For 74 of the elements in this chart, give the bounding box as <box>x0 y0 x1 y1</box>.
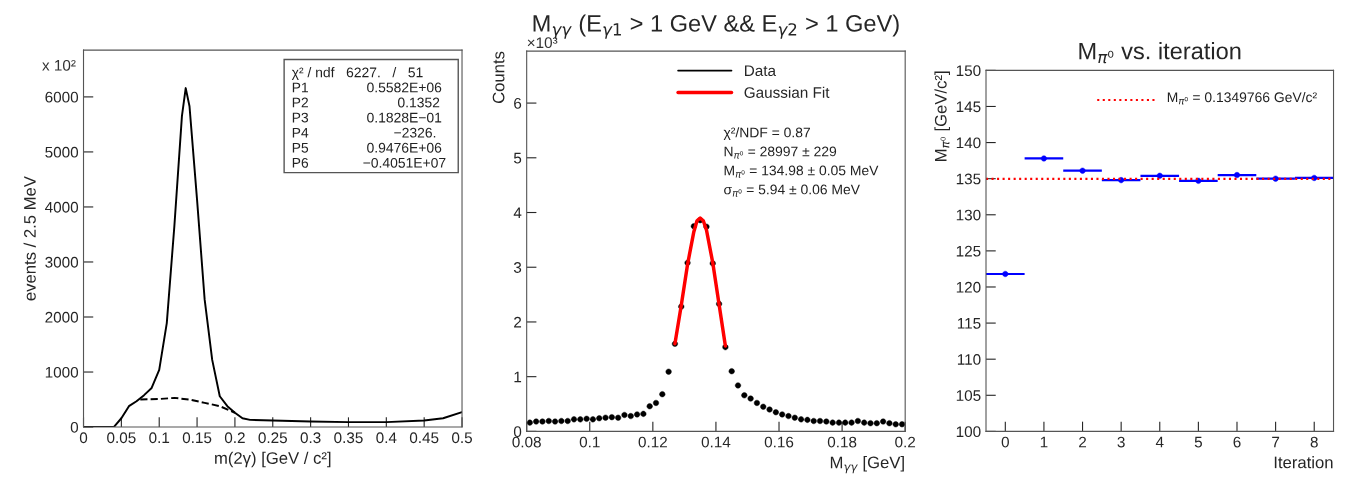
y-axis-title: Counts <box>492 51 505 104</box>
x-tick-label: 0.18 <box>827 436 857 448</box>
x-tick-label: 0.45 <box>409 432 439 444</box>
y-tick-label: 145 <box>956 101 981 113</box>
annotation: P2 0.1352 <box>292 97 440 108</box>
x-tick-label: 0.15 <box>182 432 212 444</box>
y-tick-label: 5 <box>513 152 522 164</box>
annotation: M$_{π⁰}$ = 134.98 ± 0.05 MeV <box>724 165 879 178</box>
annotation: χ²/NDF = 0.87 <box>723 127 810 141</box>
y-axis-title: events / 2.5 MeV <box>23 176 36 301</box>
y-tick-label: 100 <box>956 426 981 438</box>
y-tick-label: 6 <box>514 97 522 109</box>
y-tick-label: 5000 <box>45 146 79 158</box>
y-tick-label: 150 <box>956 65 981 77</box>
x-tick-label: 0.25 <box>258 432 287 444</box>
x-tick-label: 0.3 <box>300 432 321 444</box>
y-tick-label: 3 <box>513 262 522 273</box>
y-tick-label: 105 <box>956 390 981 401</box>
x-tick-label: 0.35 <box>334 432 363 444</box>
annotation: N$_{π⁰}$ = 28997 ± 229 <box>724 146 837 159</box>
x-tick-label: 4 <box>1155 436 1164 448</box>
x-axis-title: Iteration <box>1274 456 1333 469</box>
x-tick-label: 0.2 <box>224 432 245 444</box>
x-tick-label: 3 <box>1117 436 1125 448</box>
annotation: P6 −0.4051E+07 <box>292 157 446 168</box>
x-tick-label: 1 <box>1040 436 1048 448</box>
x-tick-label: 0.12 <box>638 436 667 448</box>
y-tick-label: 4 <box>513 207 522 219</box>
annotation: M$_{π⁰}$ = 0.1349766 GeV/c² <box>1167 91 1317 105</box>
y-tick-label: 125 <box>956 245 981 257</box>
y-tick-label: 3000 <box>45 256 79 268</box>
x-tick-label: 0.4 <box>376 432 397 444</box>
y-tick-label: 0 <box>70 421 79 433</box>
x-tick-label: 5 <box>1194 436 1202 448</box>
y-tick-label: 2 <box>514 316 522 328</box>
annotation: P1 0.5582E+06 <box>292 82 442 93</box>
annotation: χ² / ndf 6227. / 51 <box>291 67 423 81</box>
x-tick-label: 6 <box>1233 436 1241 448</box>
y-tick-label: 4000 <box>45 201 79 213</box>
y-tick-label: 135 <box>956 173 981 185</box>
x-tick-label: 0.16 <box>764 436 794 448</box>
annotation: P3 0.1828E−01 <box>292 112 442 123</box>
x-tick-label: 0 <box>1001 436 1009 448</box>
x-axis-title: M$_{γγ}$ [GeV] <box>830 456 904 474</box>
y-tick-label: 120 <box>956 281 981 293</box>
x-tick-label: 8 <box>1310 436 1318 448</box>
legend-label: Gaussian Fit <box>744 86 830 98</box>
x-tick-label: 2 <box>1079 436 1087 448</box>
x-tick-label: 0.5 <box>452 432 472 444</box>
chart-title: M$_{π⁰}$ vs. iteration <box>1079 42 1241 64</box>
x-axis-title: m(2γ) [GeV / c²] <box>215 451 331 468</box>
y-tick-label: 115 <box>957 318 981 329</box>
x-tick-label: 7 <box>1272 436 1280 448</box>
x-tick-label: 0.14 <box>701 436 731 448</box>
x-tick-label: 0 <box>79 432 88 444</box>
x-tick-label: 0.05 <box>107 432 136 444</box>
text: ×10³ <box>527 37 558 49</box>
y-tick-label: 140 <box>956 137 981 149</box>
x-tick-label: 0.08 <box>512 436 541 448</box>
x-tick-label: 0.1 <box>149 432 170 444</box>
y-tick-label: 2000 <box>45 311 79 323</box>
x-tick-label: 0.1 <box>579 436 600 448</box>
annotation: P5 0.9476E+06 <box>292 142 442 153</box>
legend-label: Data <box>745 65 777 77</box>
annotation: σ$_{π⁰}$ = 5.94 ± 0.06 MeV <box>724 184 860 197</box>
y-tick-label: 1 <box>514 371 522 383</box>
y-tick-label: 6000 <box>45 91 79 103</box>
text: x 10² <box>42 59 76 71</box>
y-tick-label: 110 <box>957 354 981 365</box>
y-tick-label: 1000 <box>45 366 79 378</box>
y-axis-title: M$_{π⁰}$ [GeV/c²] <box>934 71 950 161</box>
annotation: P4 −2326. <box>292 127 436 138</box>
x-tick-label: 0.2 <box>895 436 916 448</box>
y-tick-label: 130 <box>956 209 981 221</box>
